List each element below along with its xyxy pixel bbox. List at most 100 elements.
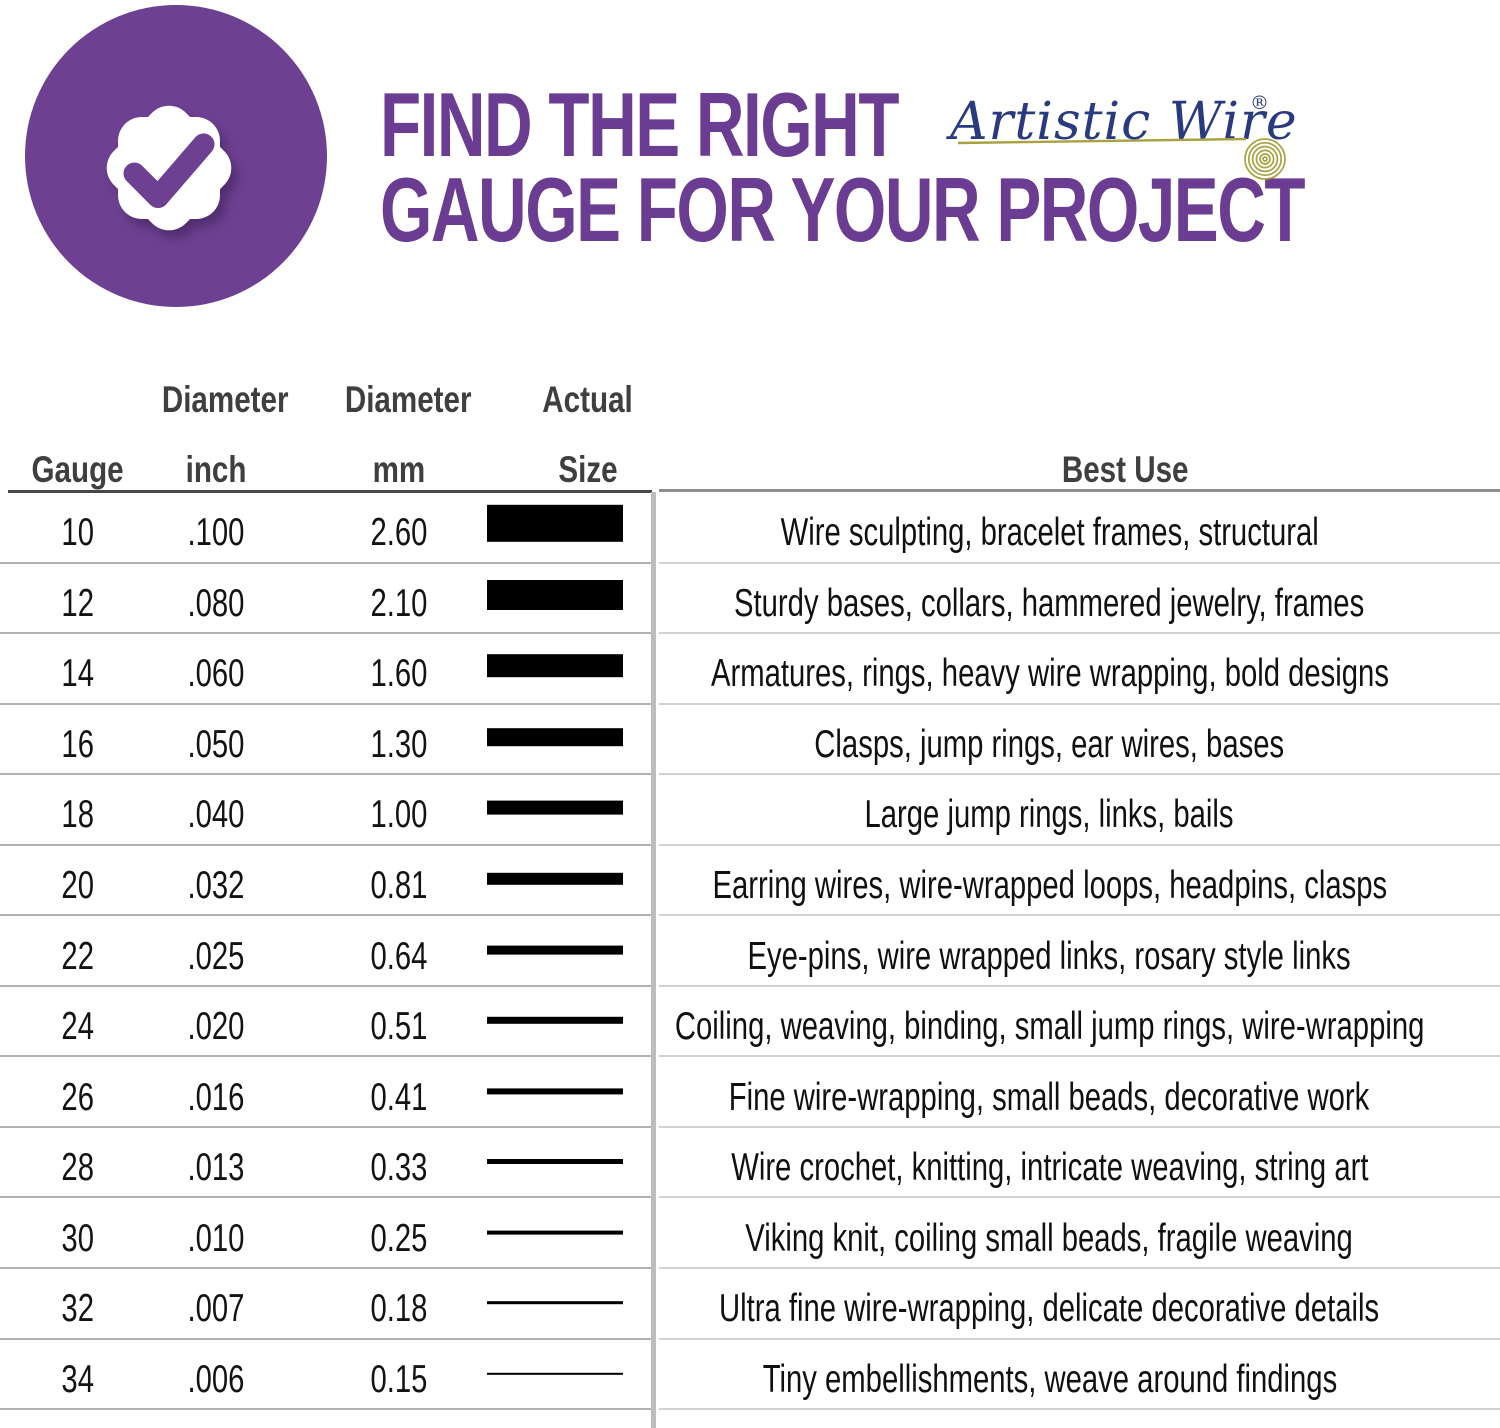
gauge-cell: 24 xyxy=(61,1005,95,1049)
row-left-section: 26 .016 0.41 xyxy=(0,1057,651,1128)
table-row: 28 .013 0.33 Wire crochet, knitting, int… xyxy=(0,1128,1500,1199)
wire-actual-size-bar xyxy=(487,654,623,678)
diameter-mm-cell: 0.15 xyxy=(370,1357,428,1401)
page-title-line-1: FIND THE RIGHT xyxy=(380,75,899,176)
gauge-cell: 14 xyxy=(61,652,95,696)
diameter-inch-cell: .013 xyxy=(187,1146,245,1190)
row-left-section: 32 .007 0.18 xyxy=(0,1269,651,1340)
header-rule-left xyxy=(8,490,652,493)
wire-actual-size-bar xyxy=(487,505,623,543)
check-seal-icon xyxy=(106,105,232,231)
column-header-diameter-mm-top: Diameter xyxy=(344,379,472,420)
table-row: 10 .100 2.60 Wire sculpting, bracelet fr… xyxy=(0,493,1500,564)
wire-actual-size-bar xyxy=(487,728,623,747)
row-left-section: 14 .060 1.60 xyxy=(0,634,651,705)
table-row: 14 .060 1.60 Armatures, rings, heavy wir… xyxy=(0,634,1500,705)
best-use-cell: Eye-pins, wire wrapped links, rosary sty… xyxy=(659,916,1500,987)
row-left-section: 12 .080 2.10 xyxy=(0,564,651,635)
diameter-mm-cell: 0.33 xyxy=(370,1146,428,1190)
best-use-cell: Coiling, weaving, binding, small jump ri… xyxy=(659,987,1500,1058)
gauge-cell: 20 xyxy=(61,864,95,907)
diameter-mm-cell: 0.18 xyxy=(370,1287,428,1331)
gauge-cell: 30 xyxy=(61,1216,95,1260)
diameter-inch-cell: .032 xyxy=(187,864,245,907)
gauge-cell: 18 xyxy=(61,793,95,837)
best-use-cell: Clasps, jump rings, ear wires, bases xyxy=(659,705,1500,776)
row-left-section: 16 .050 1.30 xyxy=(0,705,651,776)
best-use-cell: Wire crochet, knitting, intricate weavin… xyxy=(659,1128,1500,1199)
gauge-cell: 34 xyxy=(61,1357,95,1401)
wire-actual-size-bar xyxy=(487,1372,623,1375)
diameter-mm-cell: 0.25 xyxy=(370,1216,428,1260)
registered-trademark-symbol: ® xyxy=(1250,92,1269,114)
row-left-section: 20 .032 0.81 xyxy=(0,846,651,917)
wire-actual-size-bar xyxy=(487,1301,623,1305)
page-title-line-2: GAUGE FOR YOUR PROJECT xyxy=(380,160,1306,261)
diameter-mm-cell: 0.81 xyxy=(370,864,428,907)
column-header-actual: Actual xyxy=(542,379,634,420)
diameter-inch-cell: .007 xyxy=(187,1287,245,1331)
diameter-mm-cell: 0.41 xyxy=(370,1075,428,1119)
row-left-section: 10 .100 2.60 xyxy=(0,493,651,564)
best-use-cell: Tiny embellishments, weave around findin… xyxy=(659,1340,1500,1411)
table-body: 10 .100 2.60 Wire sculpting, bracelet fr… xyxy=(0,493,1500,1411)
wire-actual-size-bar xyxy=(487,1159,623,1165)
best-use-cell: Sturdy bases, collars, hammered jewelry,… xyxy=(659,564,1500,635)
row-left-section: 18 .040 1.00 xyxy=(0,775,651,846)
best-use-cell: Ultra fine wire-wrapping, delicate decor… xyxy=(659,1269,1500,1340)
table-row: 16 .050 1.30 Clasps, jump rings, ear wir… xyxy=(0,705,1500,776)
table-row: 32 .007 0.18 Ultra fine wire-wrapping, d… xyxy=(0,1269,1500,1340)
header-rule-right xyxy=(659,489,1500,492)
gauge-cell: 16 xyxy=(61,722,95,766)
diameter-inch-cell: .016 xyxy=(187,1075,245,1119)
row-left-section: 28 .013 0.33 xyxy=(0,1128,651,1199)
diameter-inch-cell: .040 xyxy=(187,793,245,837)
table-row: 34 .006 0.15 Tiny embellishments, weave … xyxy=(0,1340,1500,1411)
diameter-inch-cell: .020 xyxy=(187,1005,245,1049)
column-header-gauge: Gauge xyxy=(31,449,125,490)
gauge-cell: 12 xyxy=(61,581,95,625)
best-use-cell: Earring wires, wire-wrapped loops, headp… xyxy=(659,846,1500,917)
gauge-cell: 26 xyxy=(61,1075,95,1119)
column-header-mm: mm xyxy=(372,449,426,490)
column-header-size: Size xyxy=(558,449,618,490)
row-left-section: 30 .010 0.25 xyxy=(0,1198,651,1270)
row-left-section: 22 .025 0.64 xyxy=(0,916,651,987)
diameter-inch-cell: .006 xyxy=(187,1357,245,1401)
brand-logo: Artistic Wire ® xyxy=(950,92,1310,204)
diameter-mm-cell: 1.30 xyxy=(370,722,428,766)
row-left-section: 24 .020 0.51 xyxy=(0,987,651,1058)
table-row: 12 .080 2.10 Sturdy bases, collars, hamm… xyxy=(0,564,1500,635)
diameter-mm-cell: 2.60 xyxy=(370,511,428,555)
column-header-inch: inch xyxy=(185,449,247,490)
table-row: 20 .032 0.81 Earring wires, wire-wrapped… xyxy=(0,846,1500,917)
diameter-inch-cell: .100 xyxy=(187,511,245,555)
diameter-mm-cell: 1.00 xyxy=(370,793,428,837)
wire-actual-size-bar xyxy=(487,945,623,955)
best-use-cell: Large jump rings, links, bails xyxy=(659,775,1500,846)
page-title: FIND THE RIGHT GAUGE FOR YOUR PROJECT xyxy=(380,75,1500,261)
diameter-mm-cell: 0.64 xyxy=(370,934,428,978)
diameter-inch-cell: .010 xyxy=(187,1216,245,1260)
best-use-cell: Armatures, rings, heavy wire wrapping, b… xyxy=(659,634,1500,705)
column-divider xyxy=(651,492,656,1428)
row-left-section: 34 .006 0.15 xyxy=(0,1340,651,1411)
gauge-cell: 22 xyxy=(61,934,95,978)
gauge-cell: 32 xyxy=(61,1287,95,1331)
underline-spiral-icon xyxy=(957,137,1286,180)
diameter-inch-cell: .050 xyxy=(187,722,245,766)
best-use-cell: Wire sculpting, bracelet frames, structu… xyxy=(659,493,1500,564)
wire-actual-size-bar xyxy=(487,1088,623,1095)
table-row: 22 .025 0.64 Eye-pins, wire wrapped link… xyxy=(0,916,1500,987)
wire-actual-size-bar xyxy=(487,579,623,610)
table-row: 26 .016 0.41 Fine wire-wrapping, small b… xyxy=(0,1057,1500,1128)
diameter-mm-cell: 2.10 xyxy=(370,581,428,625)
gauge-cell: 10 xyxy=(61,511,95,555)
wire-actual-size-bar xyxy=(487,801,623,816)
diameter-inch-cell: .025 xyxy=(187,934,245,978)
diameter-inch-cell: .060 xyxy=(187,652,245,696)
diameter-mm-cell: 0.51 xyxy=(370,1005,428,1049)
best-use-cell: Viking knit, coiling small beads, fragil… xyxy=(659,1198,1500,1270)
table-row: 24 .020 0.51 Coiling, weaving, binding, … xyxy=(0,987,1500,1058)
